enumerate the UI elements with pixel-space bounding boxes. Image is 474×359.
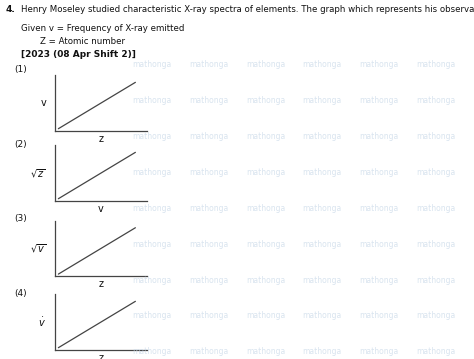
Text: mathonga: mathonga (132, 311, 171, 321)
X-axis label: z: z (98, 134, 103, 144)
Text: mathonga: mathonga (417, 347, 456, 356)
Text: mathonga: mathonga (303, 168, 342, 177)
Text: mathonga: mathonga (189, 275, 228, 285)
Text: mathonga: mathonga (303, 275, 342, 285)
Text: mathonga: mathonga (189, 204, 228, 213)
X-axis label: z: z (98, 279, 103, 289)
Text: mathonga: mathonga (303, 96, 342, 105)
Text: mathonga: mathonga (417, 311, 456, 321)
Text: mathonga: mathonga (360, 60, 399, 69)
Text: mathonga: mathonga (246, 96, 285, 105)
Text: mathonga: mathonga (246, 275, 285, 285)
Text: mathonga: mathonga (132, 347, 171, 356)
Text: Henry Moseley studied characteristic X-ray spectra of elements. The graph which : Henry Moseley studied characteristic X-r… (21, 5, 474, 14)
Text: mathonga: mathonga (189, 60, 228, 69)
Text: mathonga: mathonga (417, 60, 456, 69)
Text: mathonga: mathonga (303, 311, 342, 321)
Text: mathonga: mathonga (246, 168, 285, 177)
Text: mathonga: mathonga (417, 132, 456, 141)
Text: mathonga: mathonga (246, 239, 285, 249)
Text: mathonga: mathonga (189, 96, 228, 105)
Text: mathonga: mathonga (303, 347, 342, 356)
Text: mathonga: mathonga (417, 204, 456, 213)
Text: (1): (1) (14, 65, 27, 74)
Y-axis label: $\dot{v}$: $\dot{v}$ (38, 316, 46, 329)
Text: mathonga: mathonga (246, 132, 285, 141)
Text: mathonga: mathonga (132, 275, 171, 285)
Text: mathonga: mathonga (303, 60, 342, 69)
Text: mathonga: mathonga (132, 132, 171, 141)
Text: Given v = Frequency of X-ray emitted: Given v = Frequency of X-ray emitted (21, 24, 185, 33)
Text: mathonga: mathonga (417, 96, 456, 105)
Text: mathonga: mathonga (360, 275, 399, 285)
Text: 4.: 4. (6, 5, 16, 14)
Text: mathonga: mathonga (303, 204, 342, 213)
Y-axis label: $\sqrt{v}$: $\sqrt{v}$ (30, 242, 46, 255)
Text: (2): (2) (14, 140, 27, 149)
Text: mathonga: mathonga (360, 347, 399, 356)
Text: (4): (4) (14, 289, 27, 298)
Text: mathonga: mathonga (360, 96, 399, 105)
Text: mathonga: mathonga (360, 204, 399, 213)
Text: mathonga: mathonga (360, 311, 399, 321)
Text: mathonga: mathonga (246, 311, 285, 321)
Text: mathonga: mathonga (303, 132, 342, 141)
Text: mathonga: mathonga (132, 96, 171, 105)
Text: mathonga: mathonga (189, 311, 228, 321)
Text: mathonga: mathonga (132, 204, 171, 213)
Text: mathonga: mathonga (246, 347, 285, 356)
Text: mathonga: mathonga (360, 239, 399, 249)
Text: mathonga: mathonga (132, 239, 171, 249)
Text: mathonga: mathonga (189, 347, 228, 356)
Text: mathonga: mathonga (303, 239, 342, 249)
Text: mathonga: mathonga (246, 60, 285, 69)
X-axis label: v: v (98, 204, 104, 214)
Text: mathonga: mathonga (417, 239, 456, 249)
Y-axis label: $\sqrt{z}$: $\sqrt{z}$ (30, 167, 46, 180)
Text: mathonga: mathonga (360, 132, 399, 141)
Y-axis label: v: v (40, 98, 46, 108)
Text: mathonga: mathonga (417, 275, 456, 285)
Text: mathonga: mathonga (189, 132, 228, 141)
Text: (3): (3) (14, 214, 27, 223)
Text: mathonga: mathonga (189, 239, 228, 249)
Text: mathonga: mathonga (132, 60, 171, 69)
X-axis label: z: z (98, 353, 103, 359)
Text: mathonga: mathonga (246, 204, 285, 213)
Text: Z = Atomic number: Z = Atomic number (40, 37, 125, 46)
Text: mathonga: mathonga (360, 168, 399, 177)
Text: mathonga: mathonga (417, 168, 456, 177)
Text: mathonga: mathonga (132, 168, 171, 177)
Text: [2023 (08 Apr Shift 2)]: [2023 (08 Apr Shift 2)] (21, 50, 136, 59)
Text: mathonga: mathonga (189, 168, 228, 177)
